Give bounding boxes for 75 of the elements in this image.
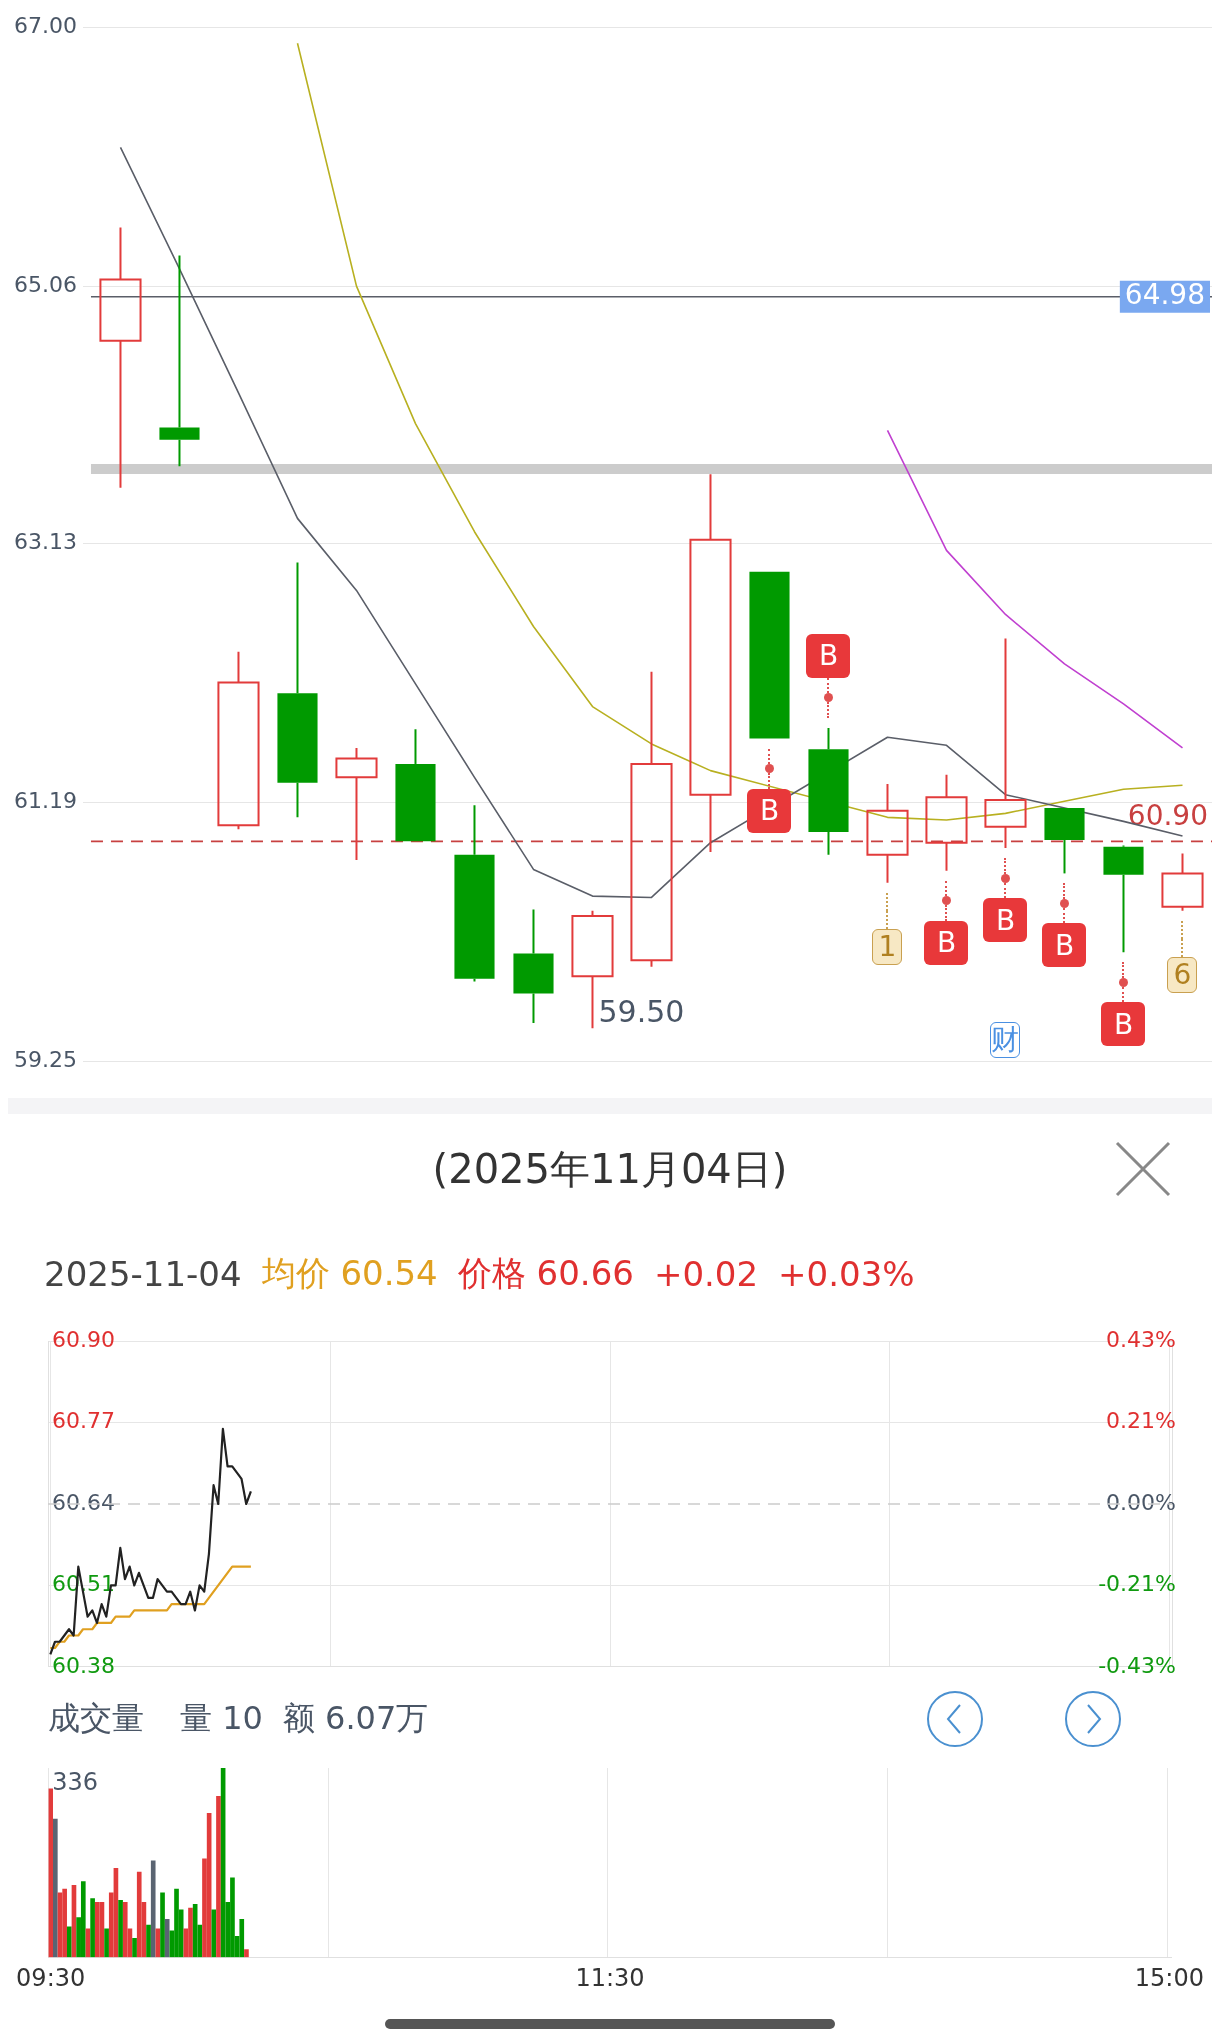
bar <box>53 1818 58 1958</box>
text: 均价 60.54 <box>261 1252 438 1295</box>
bar <box>118 1900 123 1958</box>
annotation: 6 <box>1167 956 1198 993</box>
candlestick <box>513 908 554 1024</box>
candlestick <box>454 804 495 983</box>
chart-title: 成交量 <box>48 1698 144 1739</box>
candlestick <box>1044 808 1085 875</box>
chart-subtitle: 2025-11-04 <box>44 1254 242 1294</box>
x-tick-label: 09:30 <box>16 1963 86 1992</box>
x-tick-label: 11:30 <box>575 1963 645 1992</box>
annotation: B <box>1042 923 1087 968</box>
y-tick-label: 60.77 <box>52 1408 115 1434</box>
y-tick-label: 63.13 <box>14 529 77 555</box>
y2-tick-label: 0.00% <box>1106 1489 1176 1515</box>
bar <box>164 1919 170 1958</box>
bar <box>244 1949 249 1958</box>
candlestick <box>395 728 436 842</box>
bar <box>66 1926 72 1958</box>
y-tick-label: 60.64 <box>52 1489 115 1515</box>
candlestick <box>335 746 378 862</box>
ref-line-label: 60.90 <box>1127 798 1208 832</box>
bar <box>90 1898 95 1958</box>
annotation: B <box>1101 1002 1146 1047</box>
text: 额 6.07万 <box>282 1698 429 1739</box>
candlestick <box>866 782 909 884</box>
bar <box>62 1888 67 1958</box>
candlestick <box>217 650 260 831</box>
bar <box>94 1902 100 1958</box>
tag-badge: 财 <box>990 1021 1021 1058</box>
text: +0.03% <box>778 1254 915 1294</box>
text: +0.02 <box>653 1254 759 1294</box>
y2-tick-label: -0.43% <box>1098 1652 1176 1678</box>
y-tick-label: 60.38 <box>52 1652 115 1678</box>
bar <box>239 1919 245 1958</box>
candlestick <box>99 226 142 489</box>
y-tick-label: 59.25 <box>14 1047 77 1073</box>
annotation: 336 <box>52 1768 99 1797</box>
bar <box>104 1928 109 1958</box>
bar <box>136 1871 142 1958</box>
ref-line-label: 64.98 <box>1124 278 1205 312</box>
y-tick-label: 67.00 <box>14 12 77 38</box>
annotation: B <box>924 920 969 965</box>
bar <box>216 1796 221 1958</box>
candlestick <box>689 473 732 854</box>
bar <box>122 1902 128 1958</box>
y2-tick-label: 0.21% <box>1106 1408 1176 1434</box>
bar <box>150 1860 156 1958</box>
candlestick <box>630 670 673 968</box>
candlestick <box>984 637 1027 850</box>
bar <box>80 1881 86 1958</box>
candlestick <box>159 254 200 468</box>
bar <box>188 1907 193 1958</box>
annotation: B <box>983 898 1028 943</box>
candlestick <box>1161 852 1204 912</box>
bar <box>132 1937 137 1958</box>
candlestick <box>808 726 849 856</box>
annotation: 59.50 <box>598 994 685 1030</box>
annotation: B <box>806 633 851 678</box>
candlestick <box>277 561 318 819</box>
text: 价格 60.66 <box>457 1252 634 1295</box>
annotation: 1 <box>872 928 903 965</box>
text: 量 10 <box>180 1698 263 1739</box>
y-tick-label: 60.90 <box>52 1326 115 1352</box>
y2-tick-label: -0.21% <box>1098 1571 1176 1597</box>
bar <box>160 1892 165 1958</box>
y2-tick-label: 0.43% <box>1106 1326 1176 1352</box>
y-tick-label: 65.06 <box>14 271 77 297</box>
y-tick-label: 61.19 <box>14 788 77 814</box>
bar <box>211 1909 217 1958</box>
annotation: B <box>747 788 792 833</box>
x-tick-label: 15:00 <box>1134 1963 1204 1992</box>
candlestick <box>925 773 968 872</box>
chart-title: (2025年11月04日) <box>432 1144 788 1194</box>
bar <box>146 1924 151 1958</box>
